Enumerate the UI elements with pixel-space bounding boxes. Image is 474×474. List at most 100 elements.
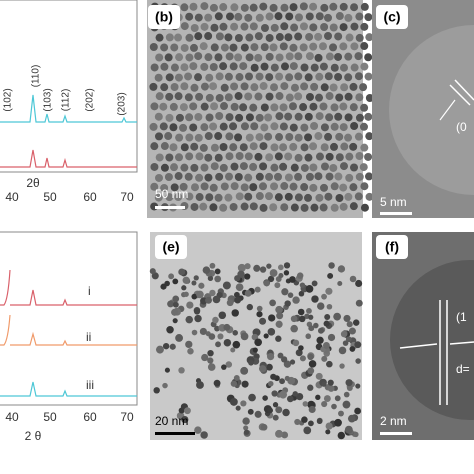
nanoparticle: [255, 172, 264, 181]
nanoparticle: [254, 286, 261, 293]
nanoparticle: [234, 53, 243, 62]
nanoparticle: [263, 333, 269, 339]
nanoparticle: [294, 153, 303, 162]
nanoparticle: [360, 182, 369, 191]
nanoparticle: [200, 182, 209, 191]
nanoparticle: [305, 333, 312, 340]
nanoparticle: [180, 3, 189, 12]
nanoparticle: [364, 72, 373, 81]
scale-bar-label: 5 nm: [380, 195, 407, 209]
nanoparticle: [180, 163, 189, 172]
nanoparticle: [243, 425, 249, 431]
nanoparticle: [315, 12, 324, 21]
panel-label: (e): [162, 239, 179, 255]
nanoparticle: [213, 379, 221, 387]
nanoparticle: [322, 341, 330, 349]
nanoparticle: [256, 311, 263, 318]
nanoparticle: [265, 73, 274, 82]
nanoparticle: [210, 23, 219, 32]
nanoparticle: [360, 42, 369, 51]
axis-frame: [0, 231, 138, 406]
nanoparticle: [289, 123, 298, 132]
nanoparticle: [193, 275, 199, 281]
nanoparticle: [264, 113, 273, 122]
nanoparticle: [174, 33, 183, 42]
nanoparticle: [170, 43, 179, 52]
peak-label: (202): [85, 88, 96, 111]
peak-label: (102): [3, 88, 14, 111]
nanoparticle: [275, 53, 284, 62]
nanoparticle: [248, 359, 254, 366]
nanoparticle: [315, 193, 324, 202]
nanoparticle: [339, 202, 348, 211]
nanoparticle: [154, 132, 163, 141]
nanoparticle: [223, 323, 231, 331]
nanoparticle: [247, 408, 254, 415]
nanoparticle: [334, 418, 342, 427]
nanoparticle: [300, 203, 309, 212]
nanoparticle: [355, 299, 363, 307]
nanoparticle: [245, 133, 254, 142]
nanoparticle: [270, 182, 279, 191]
nanoparticle: [214, 325, 220, 332]
nanoparticle: [344, 52, 353, 61]
nanoparticle: [329, 83, 338, 92]
nanoparticle: [215, 32, 224, 41]
nanoparticle: [194, 73, 203, 82]
nanoparticle: [254, 152, 263, 161]
nanoparticle: [235, 152, 244, 161]
nanoparticle: [276, 312, 284, 320]
nanoparticle: [327, 272, 334, 279]
nanoparticle: [155, 53, 164, 62]
curve-label: i: [88, 284, 91, 298]
nanoparticle: [285, 133, 294, 142]
nanoparticle: [190, 183, 199, 192]
nanoparticle: [189, 123, 198, 132]
nanoparticle: [210, 43, 219, 52]
nanoparticle: [309, 142, 318, 151]
nanoparticle: [180, 82, 189, 91]
nanoparticle: [240, 82, 249, 91]
nanoparticle: [240, 22, 249, 31]
nanoparticle: [253, 264, 261, 272]
nanoparticle: [249, 103, 258, 112]
nanoparticle: [250, 122, 259, 131]
xrd-curve: [0, 94, 137, 123]
nanoparticle: [150, 63, 159, 72]
nanoparticle: [259, 203, 268, 212]
nanoparticle: [194, 314, 202, 323]
nanoparticle: [321, 355, 328, 362]
nanoparticle: [194, 112, 203, 121]
nanoparticle: [319, 183, 328, 192]
nanoparticle: [162, 382, 168, 389]
nanoparticle: [229, 43, 238, 52]
nanoparticle: [260, 23, 269, 32]
nanoparticle: [200, 431, 208, 439]
nanoparticle: [280, 203, 289, 212]
particle: [390, 260, 474, 420]
nanoparticle: [155, 92, 164, 101]
nanoparticle: [275, 133, 284, 142]
nanoparticle: [334, 112, 343, 121]
nanoparticle: [165, 193, 174, 202]
nanoparticle: [292, 296, 300, 304]
nanoparticle: [225, 113, 234, 122]
nanoparticle: [325, 92, 334, 101]
nanoparticle: [309, 42, 318, 51]
nanoparticle: [327, 333, 336, 342]
nanoparticle: [169, 343, 176, 350]
nanoparticle: [365, 93, 374, 102]
nanoparticle: [349, 183, 358, 192]
nanoparticle: [234, 275, 241, 282]
nanoparticle: [277, 264, 284, 271]
nanoparticle: [310, 63, 319, 72]
nanoparticle: [355, 113, 364, 122]
nanoparticle: [234, 172, 243, 181]
x-tick-label: 40: [5, 410, 19, 424]
nanoparticle: [350, 122, 359, 131]
nanoparticle: [174, 192, 183, 201]
nanoparticle: [180, 143, 189, 152]
nanoparticle: [207, 357, 214, 364]
nanoparticle: [240, 183, 249, 192]
nanoparticle: [205, 193, 214, 202]
